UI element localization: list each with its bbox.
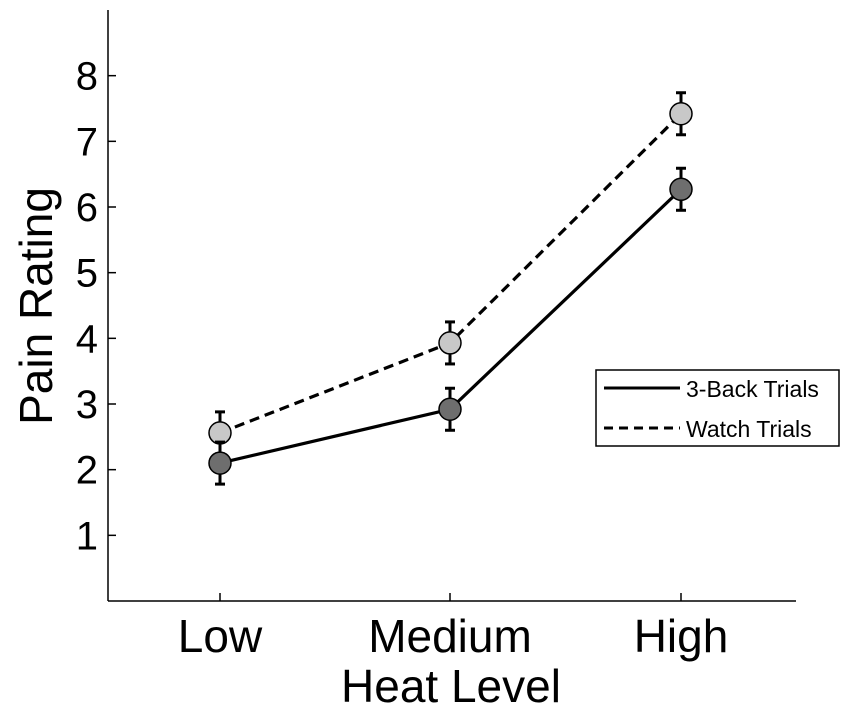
y-ticks: 1 2 3 4 5 6 7 8 (76, 55, 116, 558)
y-tick-label: 7 (76, 120, 98, 164)
x-axis-title: Heat Level (341, 660, 561, 709)
legend-label-3-back: 3-Back Trials (686, 376, 819, 402)
y-tick-label: 3 (76, 383, 98, 427)
y-tick-label: 1 (76, 514, 98, 558)
y-tick-label: 6 (76, 186, 98, 230)
data-point-3-back (438, 397, 462, 422)
x-tick-label: High (634, 610, 729, 662)
series-layer (208, 91, 693, 486)
y-tick-label: 4 (76, 317, 98, 361)
legend-box (595, 369, 840, 447)
x-tick-label: Low (178, 610, 263, 662)
legend: 3-Back Trials Watch Trials (595, 369, 840, 447)
y-tick-label: 8 (76, 55, 98, 99)
data-point-3-back (669, 177, 693, 202)
legend-label-watch: Watch Trials (686, 416, 812, 442)
y-tick-label: 2 (76, 449, 98, 493)
y-tick-label: 5 (76, 252, 98, 296)
data-point-watch (669, 102, 693, 126)
data-point-watch (438, 331, 462, 355)
x-tick-label: Medium (368, 610, 532, 662)
x-ticks: Low Medium High (178, 593, 729, 662)
data-point-3-back (208, 451, 232, 475)
y-axis-title: Pain Rating (10, 187, 62, 425)
